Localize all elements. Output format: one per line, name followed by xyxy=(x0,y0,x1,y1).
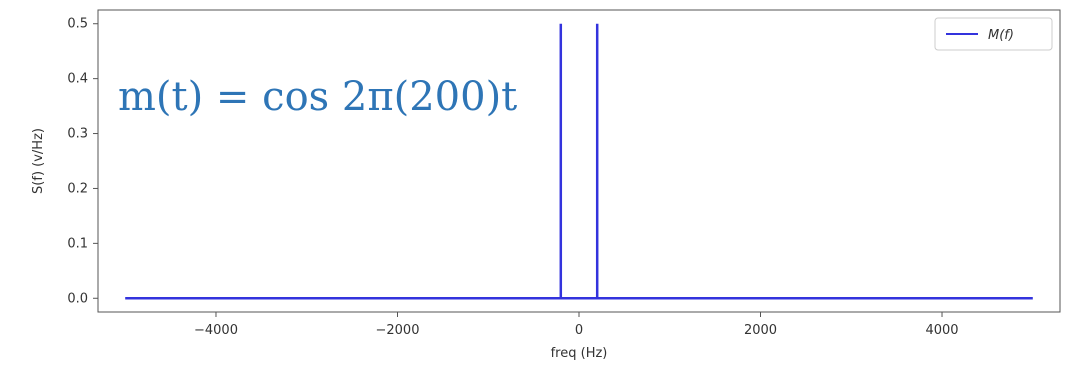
series-line-m xyxy=(125,23,1033,300)
legend-box xyxy=(934,17,1053,51)
plot-area xyxy=(97,9,1061,313)
axis-ticks: −4000 −2000 0 2000 4000 0.0 0.1 0.2 0.3 0.4 0.5 xyxy=(67,17,958,338)
y-tick-label: 0.4 xyxy=(67,72,88,87)
y-tick-label: 0.5 xyxy=(67,17,88,32)
series-lines xyxy=(125,23,1033,300)
legend: M(f) xyxy=(934,17,1053,51)
formula-annotation: m(t) = cos 2π(200)t xyxy=(118,74,517,120)
x-tick-label: 4000 xyxy=(925,323,958,338)
x-axis-label: freq (Hz) xyxy=(551,346,608,361)
y-tick-label: 0.0 xyxy=(67,291,88,306)
y-axis-label: S(f) (v/Hz) xyxy=(31,128,46,194)
x-tick-label: −2000 xyxy=(375,323,419,338)
x-tick-label: 2000 xyxy=(744,323,777,338)
legend-entry-m: M(f) xyxy=(988,28,1014,43)
y-tick-label: 0.1 xyxy=(67,236,88,251)
y-tick-label: 0.3 xyxy=(67,127,88,142)
y-tick-label: 0.2 xyxy=(67,181,88,196)
x-tick-label: −4000 xyxy=(194,323,238,338)
x-tick-label: 0 xyxy=(575,323,583,338)
